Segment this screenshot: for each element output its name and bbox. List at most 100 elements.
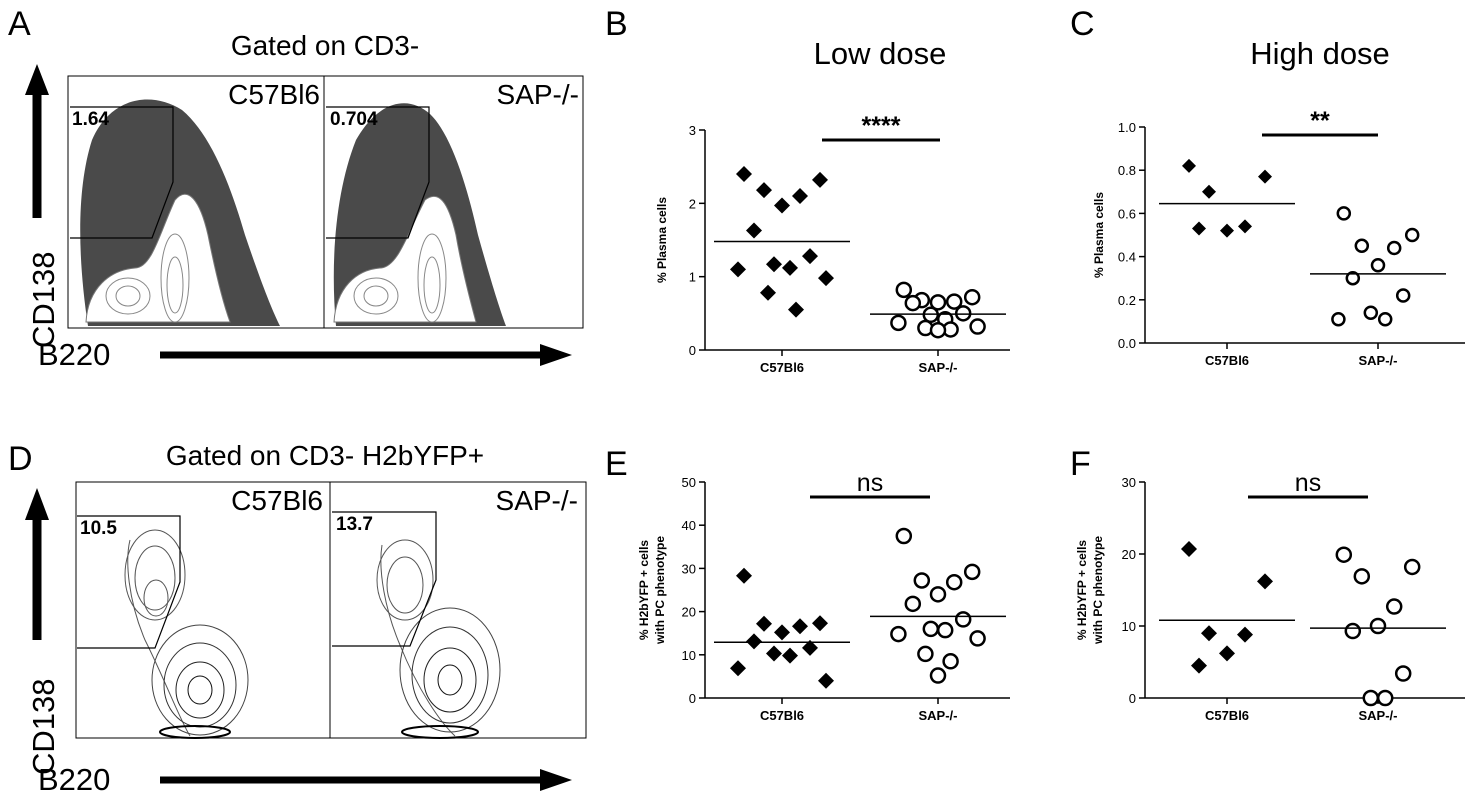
data-point-circle bbox=[1336, 206, 1352, 221]
data-point-diamond bbox=[802, 248, 818, 265]
panel-a: A Gated on CD3- CD138 B220 1.64 C57Bl6 bbox=[8, 5, 584, 372]
data-point-circle bbox=[1395, 288, 1411, 303]
data-point-circle bbox=[963, 563, 981, 581]
panel-letter-a: A bbox=[8, 5, 31, 43]
gate-value: 0.704 bbox=[330, 109, 378, 130]
y-tick-label: 2 bbox=[689, 196, 696, 211]
data-point-circle bbox=[904, 294, 922, 312]
data-point-diamond bbox=[818, 672, 834, 689]
data-point-circle bbox=[1344, 622, 1362, 640]
data-point-circle bbox=[1363, 305, 1379, 321]
data-point-diamond bbox=[746, 633, 762, 650]
y-axis-label: % Plasma cells bbox=[1092, 192, 1106, 278]
data-point-diamond bbox=[756, 615, 772, 632]
y-axis-label: % Plasma cells bbox=[655, 197, 669, 283]
x-category-label: C57Bl6 bbox=[760, 708, 804, 723]
data-point-circle bbox=[913, 572, 931, 589]
flow-plot-d-sap: 13.7 SAP-/- bbox=[329, 481, 587, 739]
x-category-label: SAP-/- bbox=[919, 360, 958, 375]
data-point-diamond bbox=[812, 615, 828, 632]
data-point-diamond bbox=[782, 259, 798, 276]
data-point-diamond bbox=[1238, 219, 1252, 234]
y-axis-label: % H2bYFP + cells bbox=[637, 540, 651, 640]
data-point-diamond bbox=[792, 188, 808, 204]
y-tick-label: 0.4 bbox=[1118, 250, 1136, 265]
data-point-diamond bbox=[1182, 158, 1196, 173]
data-point-diamond bbox=[730, 261, 746, 278]
y-tick-label: 10 bbox=[682, 648, 696, 663]
y-tick-label: 20 bbox=[1122, 547, 1136, 562]
x-category-label: C57Bl6 bbox=[1205, 708, 1249, 723]
y-tick-label: 0 bbox=[689, 343, 696, 358]
data-point-diamond bbox=[1191, 657, 1207, 674]
data-point-circle bbox=[1331, 311, 1346, 327]
data-point-diamond bbox=[802, 639, 818, 656]
data-point-circle bbox=[1370, 257, 1386, 273]
b220-arrowhead-a bbox=[540, 344, 572, 366]
data-point-diamond bbox=[774, 197, 790, 214]
y-tick-label: 1.0 bbox=[1118, 120, 1136, 135]
data-point-circle bbox=[945, 293, 963, 310]
data-point-diamond bbox=[730, 660, 746, 677]
flow-plot-a-sap: 0.704 SAP-/- bbox=[323, 75, 584, 329]
data-point-diamond bbox=[774, 624, 790, 641]
data-point-circle bbox=[929, 586, 947, 603]
data-point-circle bbox=[945, 573, 963, 591]
chart-title: High dose bbox=[1250, 36, 1390, 71]
data-point-circle bbox=[1369, 617, 1387, 635]
data-point-circle bbox=[890, 314, 907, 332]
data-point-diamond bbox=[760, 284, 776, 301]
y-tick-label: 20 bbox=[682, 605, 696, 620]
y-tick-label: 0.0 bbox=[1118, 336, 1136, 351]
panel-d-title: Gated on CD3- H2bYFP+ bbox=[166, 440, 484, 471]
data-point-diamond bbox=[1237, 626, 1253, 643]
y-tick-label: 1 bbox=[689, 270, 696, 285]
x-category-label: C57Bl6 bbox=[760, 360, 804, 375]
y-tick-label: 0.8 bbox=[1118, 163, 1136, 178]
panel-letter-f: F bbox=[1070, 445, 1091, 483]
chart-title: Low dose bbox=[814, 36, 947, 71]
panel-d: D Gated on CD3- H2bYFP+ CD138 B220 10.5 … bbox=[8, 440, 587, 797]
plasma-cell-gate bbox=[326, 106, 430, 239]
gate-value: 10.5 bbox=[80, 518, 117, 539]
plasma-cell-gate bbox=[70, 106, 174, 239]
data-point-diamond bbox=[766, 645, 782, 662]
data-point-circle bbox=[963, 288, 981, 306]
data-point-diamond bbox=[788, 301, 804, 318]
scatter-chart-high-dose: High dose 0.0 0.2 0.4 0.6 0.8 1.0 C57Bl6 SAP-/-%… bbox=[1092, 36, 1465, 368]
data-point-circle bbox=[1345, 270, 1361, 286]
data-point-circle bbox=[954, 611, 972, 628]
sample-label: C57Bl6 bbox=[231, 485, 323, 516]
x-category-label: C57Bl6 bbox=[1205, 353, 1249, 368]
b220-axis-label-d: B220 bbox=[38, 762, 110, 797]
data-point-diamond bbox=[736, 166, 752, 182]
data-point-circle bbox=[895, 281, 913, 299]
data-point-circle bbox=[1362, 689, 1380, 707]
plasma-cell-gate bbox=[77, 515, 181, 649]
data-point-circle bbox=[969, 318, 986, 335]
cd138-arrowhead-a bbox=[25, 64, 49, 95]
y-tick-label: 0.6 bbox=[1118, 206, 1136, 221]
data-point-circle bbox=[1386, 240, 1402, 256]
panel-letter-c: C bbox=[1070, 5, 1095, 43]
data-point-diamond bbox=[812, 171, 828, 188]
sample-label: SAP-/- bbox=[496, 485, 578, 516]
y-tick-label: 3 bbox=[689, 123, 696, 138]
panel-letter-e: E bbox=[605, 445, 628, 483]
b220-axis-label-a: B220 bbox=[38, 337, 110, 372]
data-point-circle bbox=[1335, 546, 1353, 563]
data-point-circle bbox=[1394, 665, 1412, 682]
contour-population bbox=[85, 193, 231, 323]
data-point-circle bbox=[1354, 238, 1370, 254]
scatter-chart-h2byfp-high: 0 10 20 30 C57Bl6 SAP-/- % H2bYFP + cells with … bbox=[1075, 469, 1465, 723]
significance-label: ns bbox=[857, 469, 883, 497]
plasma-cell-gate bbox=[332, 511, 437, 647]
data-point-diamond bbox=[1258, 169, 1272, 184]
y-axis-label: % H2bYFP + cells bbox=[1075, 540, 1089, 640]
y-tick-label: 40 bbox=[682, 518, 696, 533]
cd138-axis-label-a: CD138 bbox=[26, 252, 61, 349]
y-tick-label: 0 bbox=[689, 691, 696, 706]
y-tick-label: 0.2 bbox=[1118, 293, 1136, 308]
data-point-diamond bbox=[782, 647, 798, 664]
